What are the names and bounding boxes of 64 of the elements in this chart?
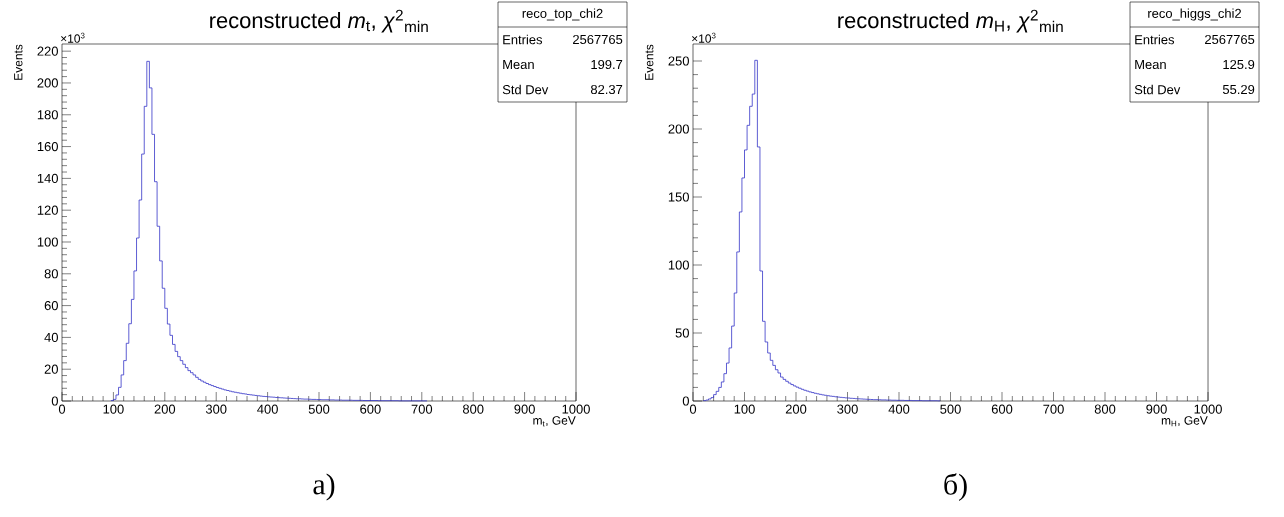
annotation: Mean <box>503 59 534 70</box>
text: ×10$^{3}$ <box>692 32 716 43</box>
x-tick-label: 300 <box>205 404 227 414</box>
x-tick-label: 700 <box>411 404 433 414</box>
text: 55.29 <box>1222 84 1255 95</box>
annotation: Std Dev <box>1134 84 1181 95</box>
x-tick-label: 800 <box>1094 404 1116 414</box>
text: reco_higgs_chi2 <box>1148 8 1241 21</box>
x-tick-label: 800 <box>462 404 484 414</box>
y-tick-label: 20 <box>44 364 58 374</box>
x-tick-label: 100 <box>103 404 124 414</box>
y-tick-label: 100 <box>668 260 689 270</box>
y-tick-label: 0 <box>51 396 58 406</box>
x-axis-title: m$_{t}$, GeV <box>533 416 576 427</box>
x-tick-label: 500 <box>940 404 961 414</box>
x-tick-label: 1000 <box>1194 404 1222 414</box>
annotation: Std Dev <box>502 84 549 95</box>
x-tick-label: 400 <box>888 404 910 414</box>
annotation: Entries <box>503 34 543 45</box>
y-tick-label: 250 <box>668 56 689 66</box>
x-tick-label: 0 <box>58 404 66 414</box>
y-tick-label: 80 <box>44 269 58 279</box>
y-tick-label: 160 <box>37 141 58 152</box>
x-tick-label: 600 <box>991 404 1013 414</box>
annotation: 2567765 <box>1205 34 1255 45</box>
x-tick-label: 300 <box>837 404 858 414</box>
y-tick-label: 200 <box>668 124 689 134</box>
x-tick-label: 200 <box>785 404 807 414</box>
x-tick-label: 0 <box>689 404 697 414</box>
x-axis-title: m$_{H}$, GeV <box>1161 416 1208 427</box>
annotation: 2567765 <box>573 34 623 45</box>
x-tick-label: 500 <box>308 404 330 414</box>
chart-title: reconstructed m$_{t}$, χ$^{2}$min <box>210 9 428 33</box>
y-tick-label: 60 <box>44 301 58 311</box>
x-tick-label: 900 <box>1146 404 1167 414</box>
text: 82.37 <box>590 84 623 95</box>
x-tick-label: 700 <box>1043 404 1064 414</box>
text: а) <box>313 473 335 501</box>
y-tick-label: 40 <box>44 332 58 342</box>
y-tick-label: 220 <box>37 46 58 56</box>
y-tick-label: 120 <box>37 205 58 215</box>
text: reco_top_chi2 <box>522 8 603 21</box>
x-tick-label: 1000 <box>562 404 590 414</box>
text: б) <box>944 473 967 501</box>
y-tick-label: 180 <box>37 110 58 120</box>
x-tick-label: 600 <box>360 404 381 414</box>
annotation: Mean <box>1135 59 1166 70</box>
text: 199.7 <box>591 59 623 70</box>
x-tick-label: 200 <box>154 404 176 414</box>
annotation: Entries <box>1135 34 1175 45</box>
y-tick-label: 100 <box>37 237 58 247</box>
y-axis-title: Events <box>645 44 654 80</box>
y-tick-label: 200 <box>37 78 58 88</box>
y-axis-title: Events <box>14 44 23 80</box>
y-tick-label: 140 <box>37 173 58 183</box>
text: 125.9 <box>1223 59 1255 70</box>
chart-title: reconstructed m$_{H}$, χ$^{2}$min <box>838 9 1063 33</box>
x-tick-label: 100 <box>734 404 755 414</box>
text: ×10$^{3}$ <box>61 32 85 43</box>
y-tick-label: 0 <box>682 396 689 406</box>
y-tick-label: 150 <box>668 192 689 202</box>
y-tick-label: 50 <box>675 328 689 338</box>
x-tick-label: 900 <box>514 404 535 414</box>
x-tick-label: 400 <box>257 404 278 414</box>
